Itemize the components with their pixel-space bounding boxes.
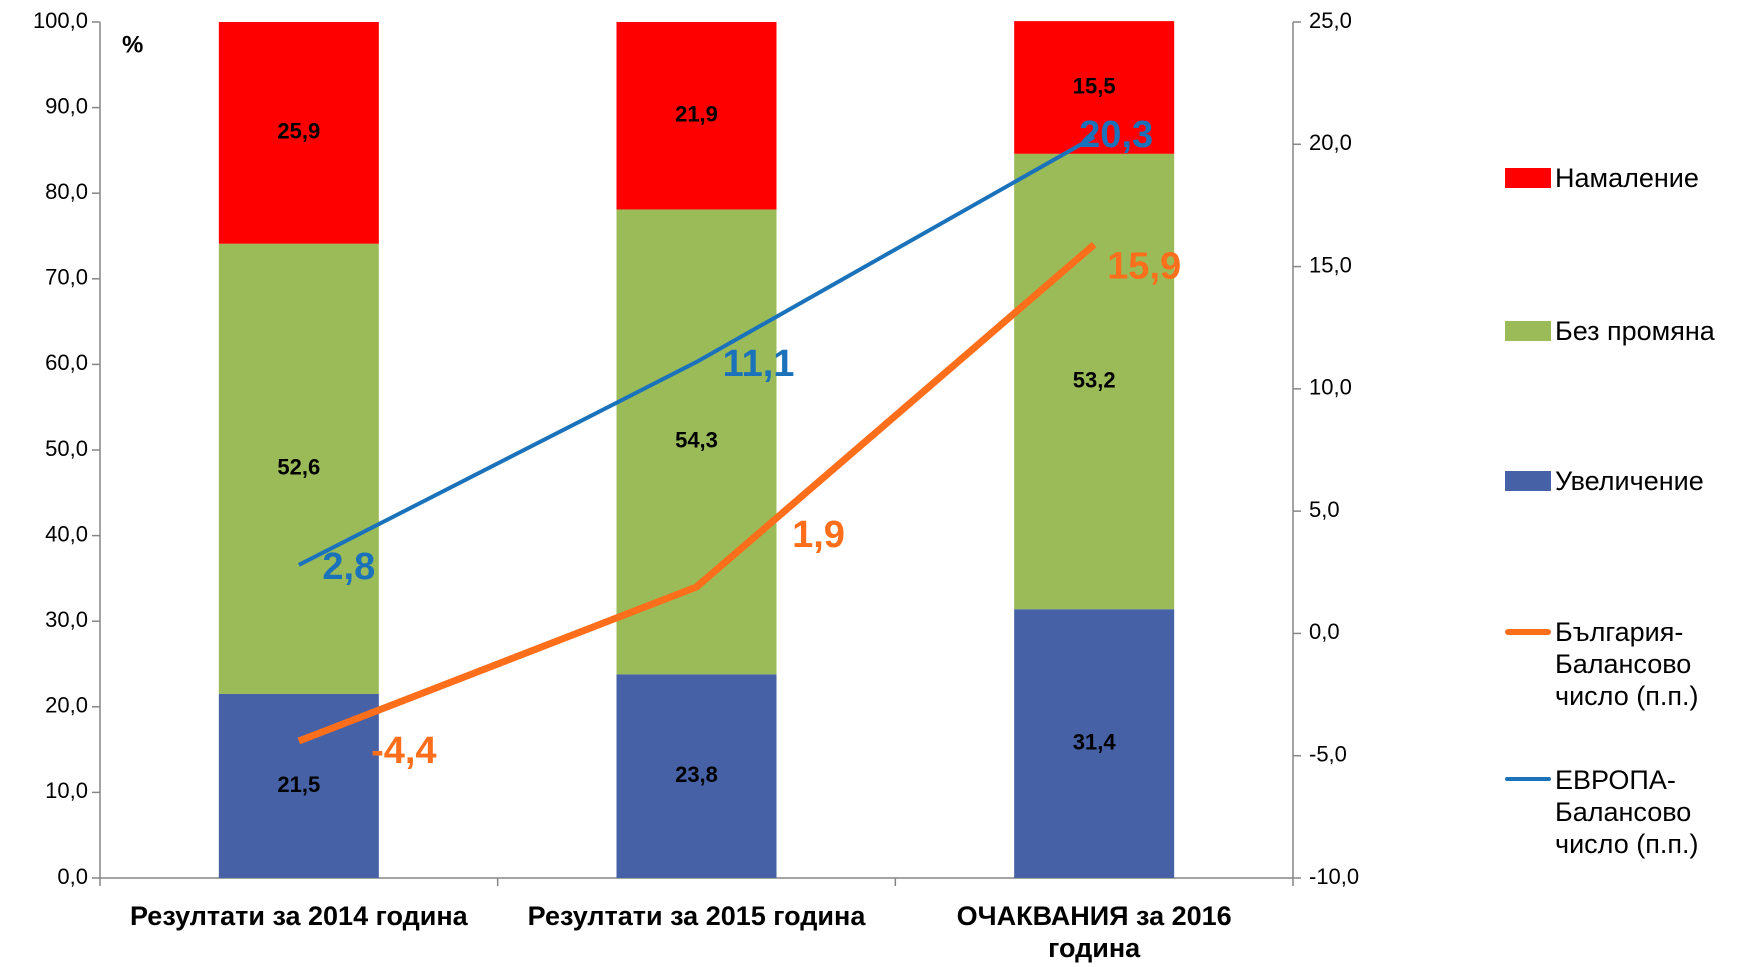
- x-tick-label: Резултати за 2015 година: [527, 901, 866, 931]
- y-tick-label: 80,0: [45, 179, 88, 204]
- legend-swatch: [1505, 629, 1551, 635]
- line-value-label: 15,9: [1107, 246, 1181, 288]
- legend-swatch: [1505, 471, 1551, 491]
- bar-segment: [218, 22, 379, 244]
- legend-item: България-Балансово число (п.п.): [1505, 616, 1745, 712]
- bar-value-label: 53,2: [1073, 367, 1116, 392]
- legend-swatch: [1505, 321, 1551, 341]
- bar-value-label: 15,5: [1073, 73, 1116, 98]
- bar-value-label: 21,9: [675, 102, 718, 127]
- bar-segment: [1014, 153, 1175, 610]
- y-tick-label: 10,0: [45, 778, 88, 803]
- legend-label: България-Балансово число (п.п.): [1555, 617, 1699, 711]
- y-tick-label: 30,0: [45, 607, 88, 632]
- y2-tick-label: -10,0: [1309, 864, 1359, 889]
- bar-value-label: 23,8: [675, 762, 718, 787]
- line-value-label: 2,8: [322, 546, 375, 588]
- bar-segment: [218, 693, 379, 878]
- y-tick-label: 50,0: [45, 436, 88, 461]
- line: [297, 241, 1097, 745]
- y2-tick-label: 5,0: [1309, 497, 1340, 522]
- line-value-label: 20,3: [1079, 114, 1153, 156]
- bar-value-label: 25,9: [277, 119, 320, 144]
- legend-item: Намаление: [1505, 162, 1745, 194]
- y-tick-label: 40,0: [45, 521, 88, 546]
- legend-label: Намаление: [1555, 163, 1699, 193]
- y-tick-label: 100,0: [33, 8, 88, 33]
- legend-swatch: [1505, 168, 1551, 188]
- legend-item: ЕВРОПА-Балансово число (п.п.): [1505, 764, 1745, 860]
- y2-tick-label: 10,0: [1309, 375, 1352, 400]
- bar-segment: [616, 674, 777, 878]
- bar-value-label: 54,3: [675, 428, 718, 453]
- y-tick-label: 60,0: [45, 350, 88, 375]
- legend-label: Увеличение: [1555, 466, 1704, 496]
- y-tick-label: 0,0: [57, 864, 88, 889]
- bar-value-label: 31,4: [1073, 729, 1117, 754]
- bar-value-label: 21,5: [277, 772, 320, 797]
- line-value-label: 11,1: [723, 343, 795, 385]
- legend-item: Без промяна: [1505, 315, 1745, 347]
- y2-tick-label: 15,0: [1309, 252, 1352, 277]
- x-tick-label: ОЧАКВАНИЯ за 2016 година: [956, 901, 1232, 963]
- legend-label: ЕВРОПА-Балансово число (п.п.): [1555, 765, 1699, 859]
- y-tick-label: 20,0: [45, 693, 88, 718]
- bar-value-label: 52,6: [277, 455, 320, 480]
- legend-item: Увеличение: [1505, 465, 1745, 497]
- bar-segment: [218, 243, 379, 694]
- line: [297, 135, 1096, 567]
- bar-segment: [616, 209, 777, 675]
- bar-segment: [616, 22, 777, 210]
- y-tick-label: 90,0: [45, 93, 88, 118]
- legend-swatch: [1505, 777, 1551, 781]
- line-value-label: 1,9: [792, 514, 845, 556]
- y-tick-label: 70,0: [45, 265, 88, 290]
- y2-tick-label: -5,0: [1309, 742, 1347, 767]
- legend-label: Без промяна: [1555, 316, 1715, 346]
- y2-tick-label: 20,0: [1309, 130, 1352, 155]
- y2-tick-label: 0,0: [1309, 619, 1340, 644]
- bar-segment: [1014, 609, 1175, 878]
- x-tick-label: Резултати за 2014 година: [129, 901, 468, 931]
- line-value-label: -4,4: [371, 730, 436, 772]
- y-axis-label: %: [122, 31, 143, 58]
- bar-segment: [1014, 21, 1175, 154]
- y2-tick-label: 25,0: [1309, 8, 1352, 33]
